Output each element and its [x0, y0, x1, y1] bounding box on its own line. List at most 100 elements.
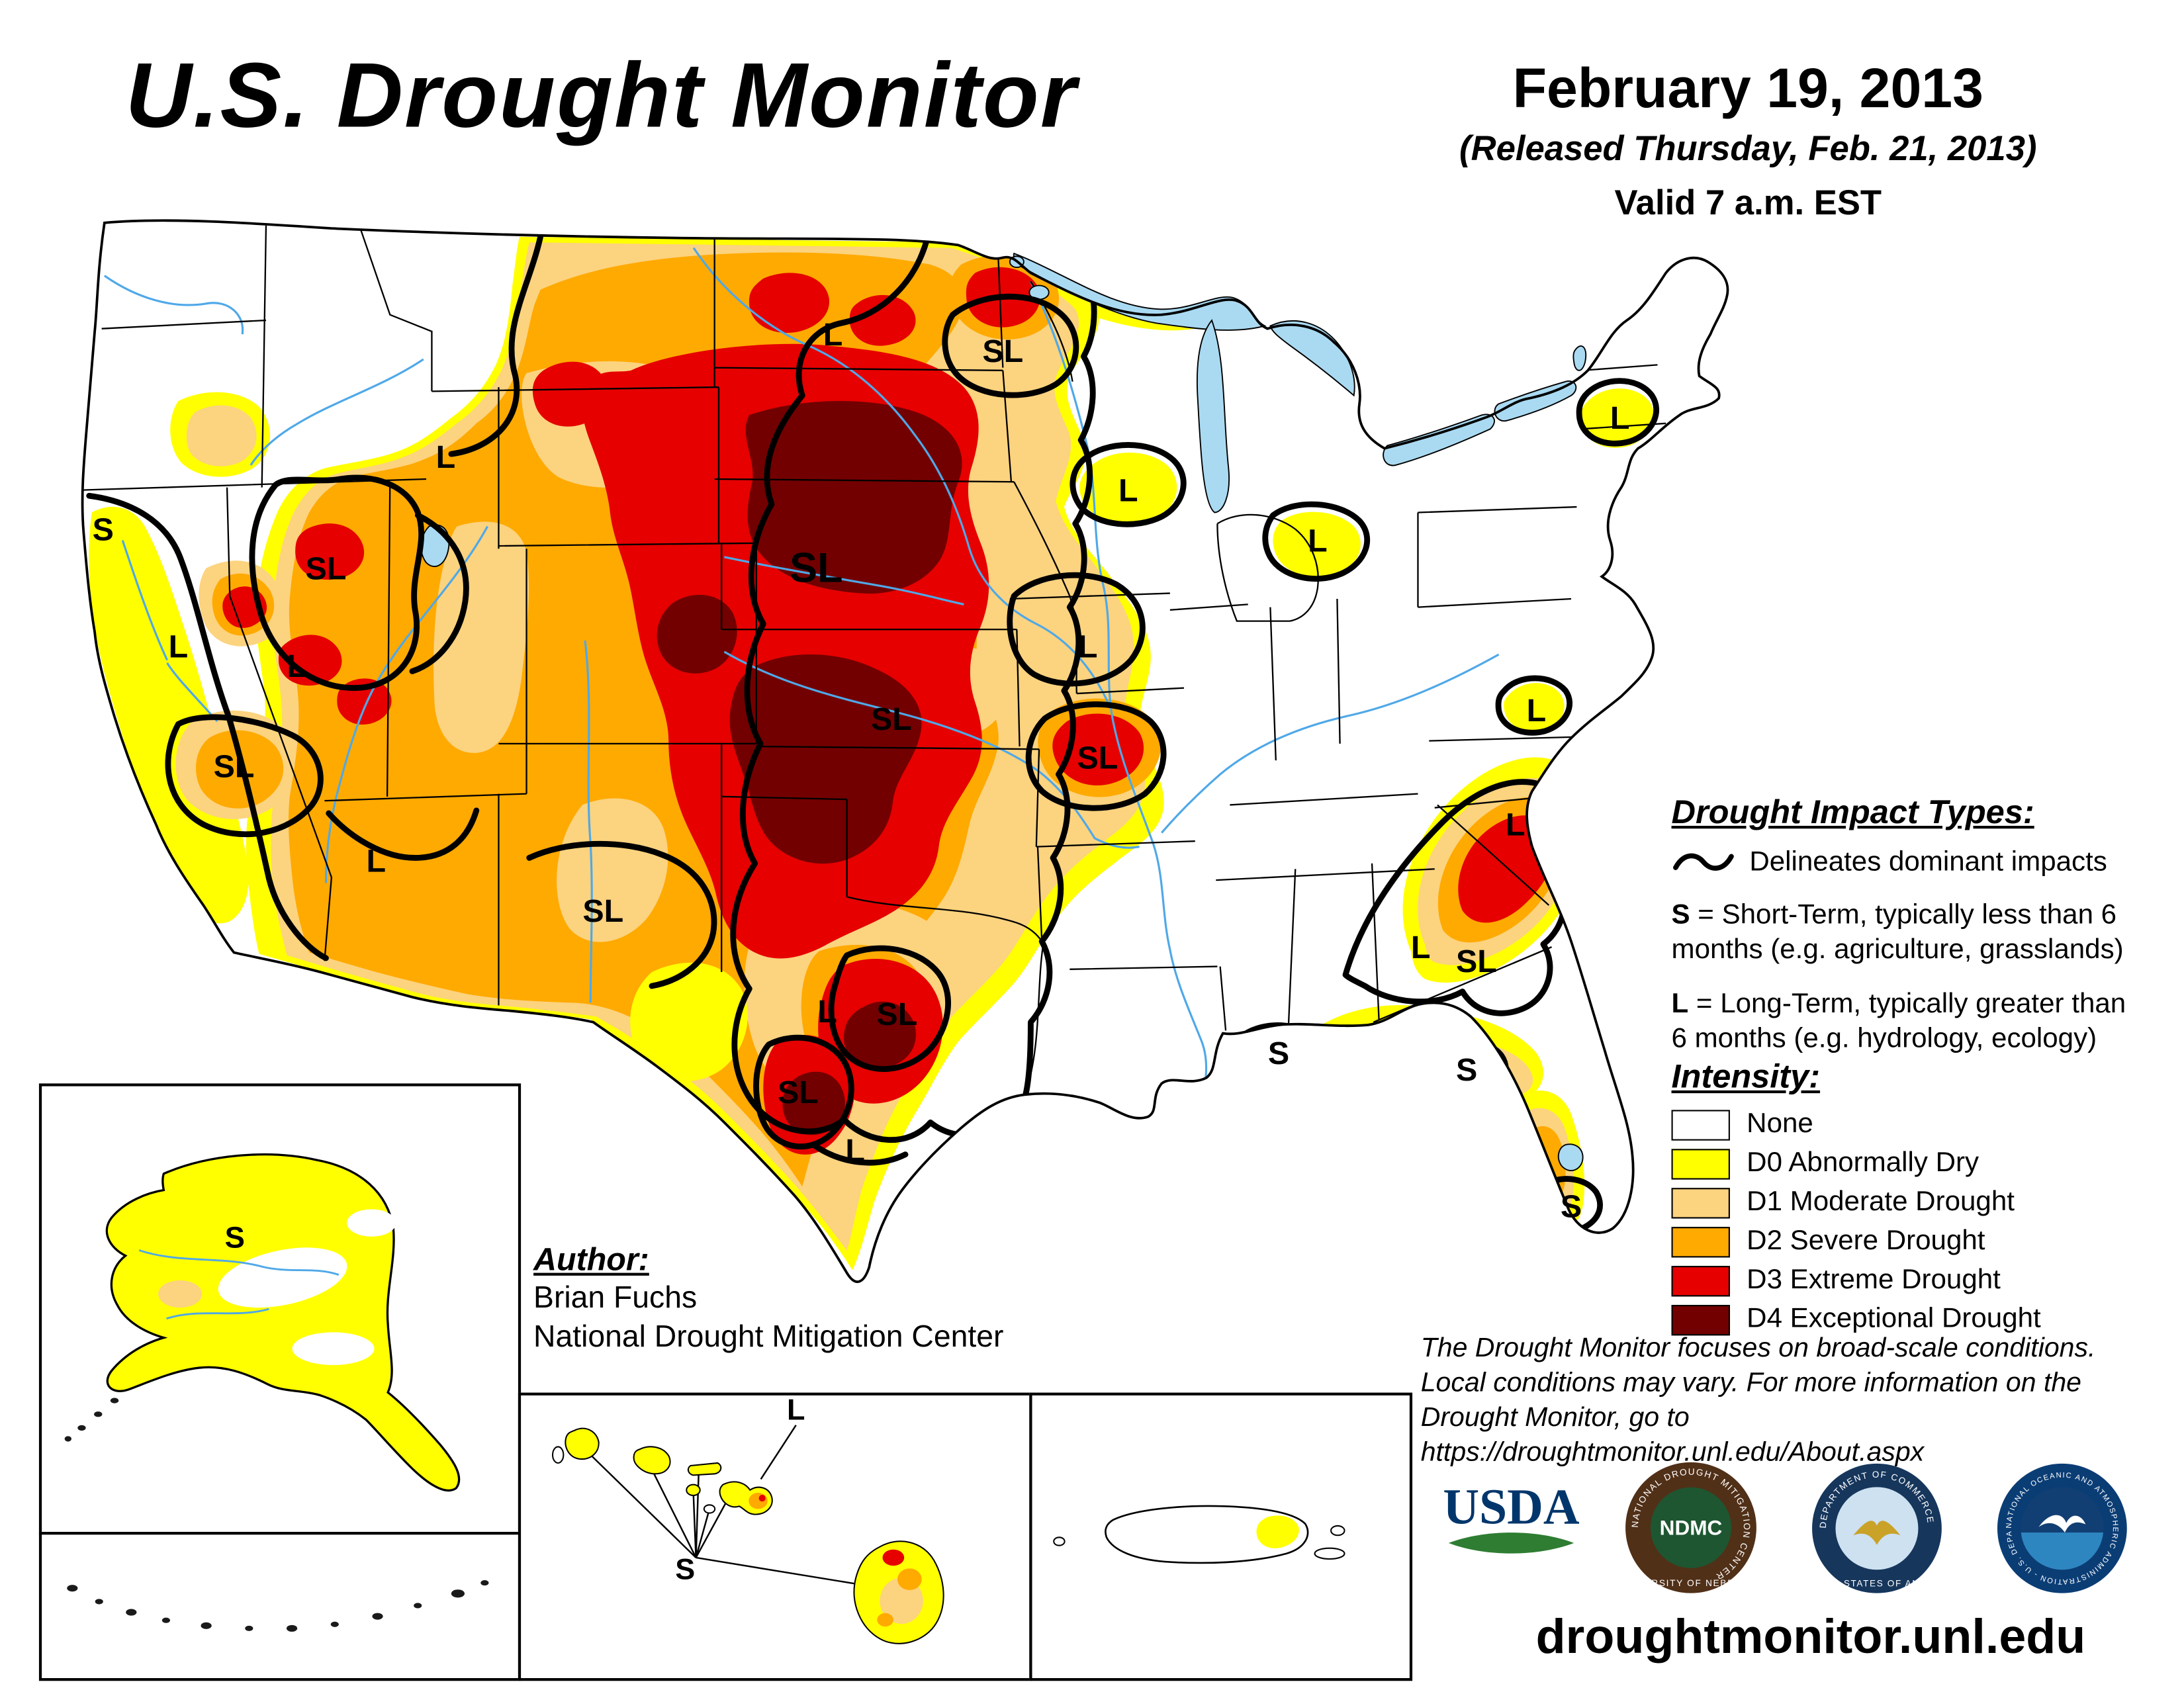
alaska-d1-patch	[158, 1280, 203, 1308]
hawaii-callout-lines	[587, 1425, 862, 1586]
commerce-logo: DEPARTMENT OF COMMERCE UNITED STATES OF …	[1800, 1462, 1952, 1601]
short-term-text: = Short-Term, typically less than 6 mont…	[1671, 899, 2124, 965]
legend-swatch-d1	[1671, 1187, 1730, 1218]
page-title: U.S. Drought Monitor	[125, 43, 1078, 146]
valid-time: Valid 7 a.m. EST	[1614, 183, 1882, 223]
puerto-rico-map	[1053, 1505, 1345, 1564]
molokai-island	[687, 1462, 722, 1476]
disclaimer-line: The Drought Monitor focuses on broad-sca…	[1420, 1333, 2096, 1364]
map-label: L	[1308, 523, 1328, 558]
usda-swoosh	[1448, 1533, 1574, 1554]
kauai-island	[565, 1427, 600, 1460]
legend-item-d3: D3 Extreme Drought	[1671, 1265, 2132, 1296]
legend-item-d4: D4 Exceptional Drought	[1671, 1304, 2132, 1335]
long-term-text: = Long-Term, typically greater than 6 mo…	[1671, 989, 2126, 1055]
commerce-eagle-icon	[1853, 1521, 1901, 1545]
us-outline	[81, 219, 1729, 1283]
map-label: SL	[1077, 740, 1118, 776]
alaska-map: S	[64, 1153, 461, 1492]
short-term-definition: S = Short-Term, typically less than 6 mo…	[1672, 898, 2132, 967]
alaska-inset: S	[38, 1083, 522, 1535]
big-island-d2-patch	[897, 1568, 922, 1591]
short-term-prefix: S	[1671, 899, 1690, 930]
hawaiian-islands	[551, 1427, 944, 1644]
lake-okeechobee	[1557, 1143, 1584, 1171]
aleutian-islands-start	[64, 1398, 119, 1442]
map-label: L	[1411, 930, 1431, 965]
lanai-island	[686, 1484, 701, 1497]
map-label: L	[1506, 807, 1525, 843]
maui-d3-spot	[758, 1494, 766, 1502]
author-heading: Author:	[533, 1241, 649, 1277]
delineates-label: Delineates dominant impacts	[1749, 846, 2107, 877]
alaska-rivers	[138, 1249, 340, 1320]
map-label: L	[823, 317, 843, 353]
legend-swatch-d3	[1671, 1265, 1730, 1296]
map-label: L	[366, 843, 386, 879]
map-date: February 19, 2013	[1512, 58, 1983, 120]
legend-swatch-d4	[1671, 1304, 1730, 1335]
author-org: National Drought Mitigation Center	[533, 1319, 1004, 1354]
lake-huron	[1269, 320, 1355, 397]
map-label: S	[1268, 1036, 1289, 1071]
hawaii-long-term-label: L	[787, 1396, 805, 1427]
map-label: L	[287, 648, 306, 684]
oahu-island	[633, 1446, 671, 1475]
big-island-d3-spot	[882, 1549, 905, 1566]
map-label: SL	[582, 893, 623, 929]
lake-champlain	[1572, 345, 1586, 371]
disclaimer-line: Drought Monitor, go to https://droughtmo…	[1420, 1402, 1925, 1468]
author-block: Author: Brian Fuchs National Drought Mit…	[533, 1239, 1003, 1356]
map-label: L	[817, 994, 837, 1030]
big-island-d2-patch-south	[877, 1613, 893, 1627]
map-label: L	[1078, 629, 1098, 664]
puerto-rico-d0-patch	[1256, 1515, 1299, 1548]
alaska-impact-label: S	[225, 1220, 245, 1254]
map-label: L	[169, 629, 189, 664]
noaa-logo: NATIONAL OCEANIC AND ATMOSPHERIC ADMINIS…	[1996, 1462, 2128, 1601]
hawaii-map: L S	[551, 1393, 944, 1644]
map-label: SL	[778, 1075, 819, 1110]
legend-swatch-d2	[1671, 1226, 1730, 1257]
map-label: SL	[1456, 944, 1497, 979]
map-label: S	[93, 512, 114, 548]
hawaii-short-term-label: S	[675, 1552, 695, 1586]
legend-item-d0: D0 Abnormally Dry	[1671, 1147, 2132, 1179]
author-name: Brian Fuchs	[533, 1280, 698, 1315]
long-term-prefix: L	[1671, 989, 1689, 1020]
conus-drought-map: L SL L L L S SL L L SL L SL SL L SL SL L…	[81, 219, 1729, 1283]
ndmc-inner-circle	[1650, 1487, 1732, 1568]
map-label: L	[845, 1133, 865, 1169]
aleutian-island-chain	[67, 1580, 489, 1632]
intensity-legend: Intensity: None D0 Abnormally Dry D1 Mod…	[1671, 1058, 2132, 1342]
date-block: February 19, 2013 (Released Thursday, Fe…	[1414, 58, 2082, 224]
map-label: SL	[306, 551, 347, 587]
map-label: L	[1118, 473, 1138, 509]
map-label: L	[1610, 400, 1630, 436]
lake-erie	[1383, 414, 1495, 466]
kahoolawe-island	[703, 1504, 716, 1514]
maui-d2-patch	[749, 1492, 768, 1509]
legend-swatch-none	[1671, 1109, 1730, 1140]
legend-item-d2: D2 Severe Drought	[1671, 1225, 2132, 1257]
disclaimer-line: Local conditions may vary. For more info…	[1420, 1367, 2082, 1399]
hawaii-inset: L S	[518, 1393, 1032, 1681]
intensity-heading: Intensity:	[1671, 1058, 1821, 1096]
map-label: S	[1561, 1188, 1582, 1224]
impact-types-heading: Drought Impact Types:	[1671, 793, 2034, 832]
ndmc-acronym: NDMC	[1660, 1515, 1723, 1539]
usda-logo: USDA	[1437, 1465, 1585, 1583]
disclaimer: The Drought Monitor focuses on broad-sca…	[1421, 1331, 2117, 1470]
map-label: SL	[214, 748, 255, 784]
map-label: SL	[790, 545, 843, 592]
lake-michigan	[1196, 319, 1230, 513]
alaska-landmass	[105, 1153, 461, 1492]
map-label: L	[436, 439, 456, 475]
legend-swatch-d0	[1671, 1148, 1730, 1179]
map-label: SL	[871, 701, 912, 737]
puerto-rico-island	[1105, 1505, 1309, 1564]
map-label: SL	[982, 333, 1023, 369]
ndmc-logo: NATIONAL DROUGHT MITIGATION CENTER NDMC …	[1618, 1460, 1762, 1603]
impact-types-legend: Drought Impact Types: Delineates dominan…	[1672, 794, 2132, 1057]
map-label: S	[1456, 1052, 1477, 1088]
